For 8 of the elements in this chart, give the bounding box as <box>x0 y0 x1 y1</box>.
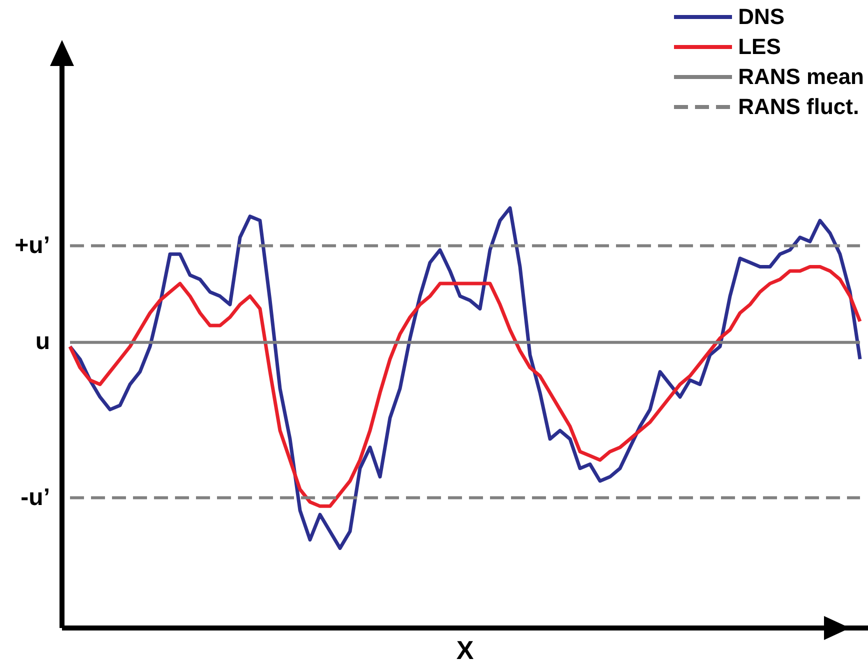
text: -u’ <box>20 484 50 512</box>
x-axis-title: X <box>456 635 474 665</box>
text: u <box>35 328 50 356</box>
text: +u’ <box>14 232 50 260</box>
legend-label: RANS fluct. <box>738 94 860 120</box>
legend-label: DNS <box>738 4 785 30</box>
legend-label: LES <box>738 34 781 60</box>
legend-label: RANS mean <box>738 64 864 90</box>
